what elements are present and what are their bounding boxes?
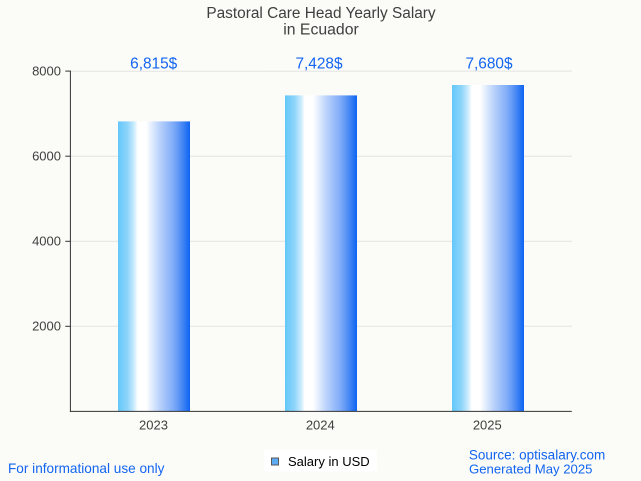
svg-text:2024: 2024 bbox=[306, 418, 335, 433]
svg-text:8000: 8000 bbox=[32, 63, 61, 78]
svg-text:2023: 2023 bbox=[139, 418, 168, 433]
svg-text:Salary in USD: Salary in USD bbox=[288, 454, 370, 469]
svg-text:4000: 4000 bbox=[32, 233, 61, 248]
svg-text:6,815$: 6,815$ bbox=[130, 55, 178, 72]
svg-text:For informational use only: For informational use only bbox=[8, 461, 165, 476]
svg-text:2025: 2025 bbox=[473, 418, 502, 433]
svg-text:7,428$: 7,428$ bbox=[295, 55, 343, 72]
svg-text:Generated May 2025: Generated May 2025 bbox=[469, 462, 592, 477]
svg-text:2000: 2000 bbox=[32, 318, 61, 333]
svg-text:in Ecuador: in Ecuador bbox=[283, 22, 359, 39]
svg-text:6000: 6000 bbox=[32, 148, 61, 163]
svg-text:7,680$: 7,680$ bbox=[465, 55, 513, 72]
svg-text:Pastoral Care Head Yearly Sala: Pastoral Care Head Yearly Salary bbox=[206, 5, 436, 22]
svg-text:Source: optisalary.com: Source: optisalary.com bbox=[469, 448, 605, 463]
